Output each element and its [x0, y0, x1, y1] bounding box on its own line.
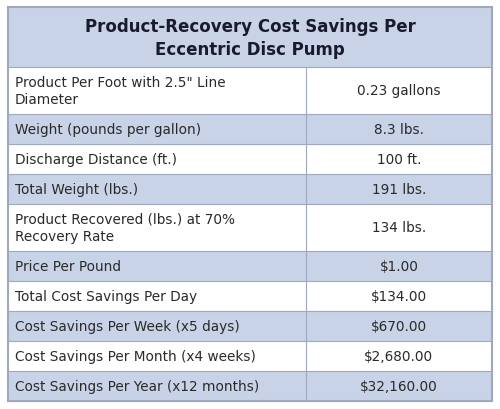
Bar	[306, 115, 492, 144]
Text: $134.00: $134.00	[371, 289, 427, 303]
Text: Cost Savings Per Week (x5 days): Cost Savings Per Week (x5 days)	[15, 319, 240, 333]
Bar	[8, 8, 492, 68]
Text: Discharge Distance (ft.): Discharge Distance (ft.)	[15, 153, 177, 166]
Bar	[8, 341, 306, 371]
Bar	[306, 175, 492, 204]
Text: 100 ft.: 100 ft.	[376, 153, 421, 166]
Text: $1.00: $1.00	[380, 259, 418, 273]
Text: Product Per Foot with 2.5" Line
Diameter: Product Per Foot with 2.5" Line Diameter	[15, 76, 226, 107]
Bar	[306, 371, 492, 401]
Text: Cost Savings Per Month (x4 weeks): Cost Savings Per Month (x4 weeks)	[15, 349, 256, 363]
Bar	[8, 175, 306, 204]
Bar	[8, 144, 306, 175]
Bar	[306, 251, 492, 281]
Bar	[8, 204, 306, 251]
Bar	[8, 68, 306, 115]
Text: Product-Recovery Cost Savings Per
Eccentric Disc Pump: Product-Recovery Cost Savings Per Eccent…	[84, 18, 415, 58]
Bar	[8, 251, 306, 281]
Bar	[8, 115, 306, 144]
Text: Product Recovered (lbs.) at 70%
Recovery Rate: Product Recovered (lbs.) at 70% Recovery…	[15, 212, 235, 243]
Bar	[306, 68, 492, 115]
Bar	[306, 281, 492, 311]
Bar	[306, 341, 492, 371]
Text: $670.00: $670.00	[371, 319, 427, 333]
Text: Total Weight (lbs.): Total Weight (lbs.)	[15, 182, 138, 196]
Text: 8.3 lbs.: 8.3 lbs.	[374, 123, 424, 137]
Bar	[306, 144, 492, 175]
Bar	[306, 204, 492, 251]
Bar	[8, 371, 306, 401]
Text: Cost Savings Per Year (x12 months): Cost Savings Per Year (x12 months)	[15, 379, 259, 393]
Bar	[8, 281, 306, 311]
Text: 191 lbs.: 191 lbs.	[372, 182, 426, 196]
Bar	[8, 311, 306, 341]
Bar	[306, 311, 492, 341]
Text: 0.23 gallons: 0.23 gallons	[357, 84, 440, 98]
Text: $2,680.00: $2,680.00	[364, 349, 434, 363]
Text: 134 lbs.: 134 lbs.	[372, 221, 426, 235]
Text: Price Per Pound: Price Per Pound	[15, 259, 121, 273]
Text: Total Cost Savings Per Day: Total Cost Savings Per Day	[15, 289, 197, 303]
Text: $32,160.00: $32,160.00	[360, 379, 438, 393]
Text: Weight (pounds per gallon): Weight (pounds per gallon)	[15, 123, 201, 137]
